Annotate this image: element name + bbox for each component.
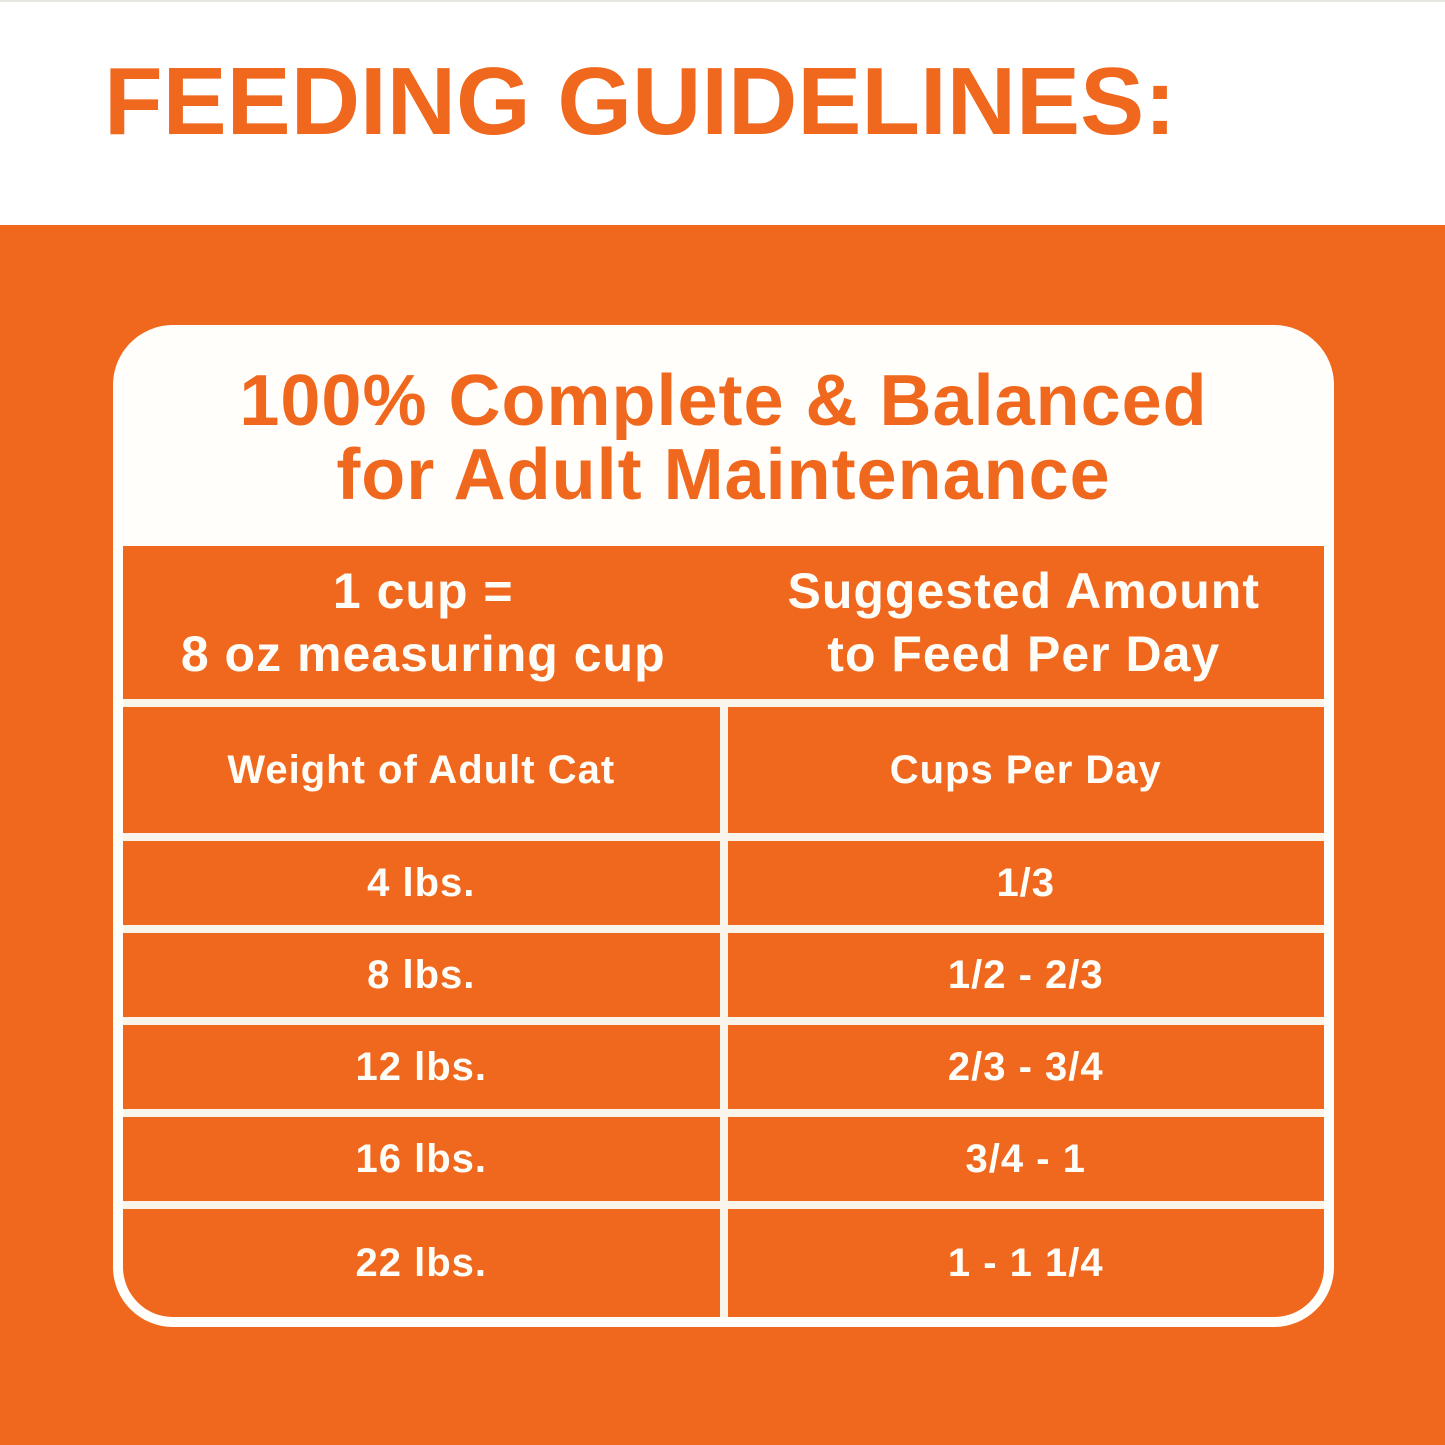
suggested-amount-note: Suggested Amount to Feed Per Day [724,560,1325,686]
table-row: 12 lbs. 2/3 - 3/4 [123,1025,1324,1109]
cups-value: 1 - 1 1/4 [727,1209,1324,1317]
weight-value: 8 lbs. [123,933,720,1017]
table-row: 16 lbs. 3/4 - 1 [123,1117,1324,1201]
feeding-card: 100% Complete & Balanced for Adult Maint… [113,325,1334,1327]
note-cell: 1 cup = 8 oz measuring cup Suggested Amo… [123,546,1324,699]
table-row: 22 lbs. 1 - 1 1/4 [123,1209,1324,1317]
weight-value: 22 lbs. [123,1209,720,1317]
amount-note-line1: Suggested Amount [787,562,1260,619]
cup-note-line1: 1 cup = [332,562,514,619]
column-header-weight: Weight of Adult Cat [123,707,720,833]
card-title-line2: for Adult Maintenance [336,434,1111,515]
card-title-line1: 100% Complete & Balanced [239,360,1208,441]
cups-value: 1/3 [727,841,1324,925]
column-header-cups: Cups Per Day [727,707,1324,833]
cups-value: 2/3 - 3/4 [727,1025,1324,1109]
cups-value: 3/4 - 1 [727,1117,1324,1201]
card-title: 100% Complete & Balanced for Adult Maint… [123,325,1324,546]
cup-definition-note: 1 cup = 8 oz measuring cup [123,560,724,686]
top-white-band: FEEDING GUIDELINES: [0,0,1445,225]
cups-value: 1/2 - 2/3 [727,933,1324,1017]
weight-value: 16 lbs. [123,1117,720,1201]
table-header-row: Weight of Adult Cat Cups Per Day [123,707,1324,833]
table-note-row: 1 cup = 8 oz measuring cup Suggested Amo… [123,546,1324,699]
feeding-table: 1 cup = 8 oz measuring cup Suggested Amo… [123,546,1324,1317]
amount-note-line2: to Feed Per Day [827,625,1221,682]
weight-value: 4 lbs. [123,841,720,925]
weight-value: 12 lbs. [123,1025,720,1109]
table-row: 8 lbs. 1/2 - 2/3 [123,933,1324,1017]
table-row: 4 lbs. 1/3 [123,841,1324,925]
cup-note-line2: 8 oz measuring cup [180,625,666,682]
page-title: FEEDING GUIDELINES: [104,48,1177,155]
